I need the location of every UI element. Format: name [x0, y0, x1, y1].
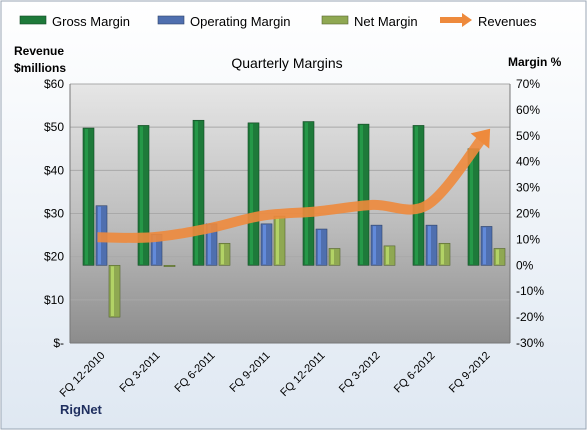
gross-margin-bar	[412, 125, 425, 266]
left-axis-title-line1: Revenue	[14, 44, 64, 58]
operating-margin-bar-highlight	[318, 230, 321, 265]
left-tick-label: $30	[44, 207, 64, 221]
operating-margin-bar-highlight	[208, 224, 211, 265]
left-tick-label: $10	[44, 293, 64, 307]
gross-margin-bar-highlight	[195, 121, 198, 265]
net-margin-bar	[218, 242, 231, 266]
gross-margin-bar-highlight	[305, 122, 308, 265]
operating-margin-bar-highlight	[153, 235, 156, 265]
left-tick-label: $50	[44, 120, 64, 134]
left-tick-label: $-	[53, 336, 64, 350]
right-tick-label: 50%	[516, 129, 540, 143]
right-tick-label: 60%	[516, 103, 540, 117]
net-margin-bar-highlight	[331, 249, 334, 265]
right-axis-title: Margin %	[508, 55, 562, 69]
right-tick-label: 10%	[516, 232, 540, 246]
net-margin-bar	[438, 242, 451, 266]
legend-label-gross-margin: Gross Margin	[52, 14, 130, 29]
right-tick-label: 20%	[516, 207, 540, 221]
gross-margin-bar-highlight	[250, 123, 253, 265]
operating-margin-bar-highlight	[483, 227, 486, 265]
net-margin-bar-highlight	[276, 217, 279, 265]
net-margin-bar	[493, 248, 506, 266]
net-margin-bar-highlight	[496, 249, 499, 265]
gross-margin-bar	[247, 122, 260, 266]
gross-margin-bar-highlight	[415, 126, 418, 265]
left-tick-label: $60	[44, 77, 64, 91]
right-tick-label: 40%	[516, 155, 540, 169]
operating-margin-bar	[315, 228, 328, 266]
legend: Gross Margin Operating Margin Net Margin Re…	[19, 13, 537, 29]
legend-swatch-net-margin	[321, 15, 349, 25]
gross-margin-bar	[302, 121, 315, 266]
net-margin-bar	[273, 215, 286, 266]
net-margin-bar	[383, 245, 396, 266]
revenue-line-layer	[97, 128, 491, 243]
gross-margin-bar-highlight	[470, 149, 473, 265]
chart-title: Quarterly Margins	[231, 55, 342, 71]
revenues-line	[97, 134, 487, 243]
gross-margin-bar-highlight	[85, 129, 88, 265]
left-tick-label: $40	[44, 163, 64, 177]
legend-arrow-revenues	[462, 13, 472, 27]
gross-margin-bar	[192, 119, 205, 266]
left-axis-title-line2: $millions	[14, 61, 66, 75]
right-tick-label: -10%	[516, 284, 544, 298]
operating-margin-bar	[260, 223, 273, 266]
gross-margin-bar	[82, 127, 95, 266]
legend-swatch-operating-margin	[157, 15, 185, 25]
net-margin-bar	[108, 264, 121, 318]
net-margin-bar	[163, 264, 176, 267]
operating-margin-bar-highlight	[428, 226, 431, 265]
gross-margin-bar-highlight	[140, 126, 143, 265]
operating-margin-bar-highlight	[263, 224, 266, 265]
gross-margin-bar-highlight	[360, 125, 363, 265]
legend-label-operating-margin: Operating Margin	[190, 14, 290, 29]
left-tick-label: $20	[44, 250, 64, 264]
gross-margin-bar	[357, 123, 370, 266]
net-margin-bar-highlight	[221, 244, 224, 265]
legend-label-net-margin: Net Margin	[354, 14, 418, 29]
right-tick-label: 30%	[516, 181, 540, 195]
net-margin-bar-highlight	[111, 266, 114, 317]
operating-margin-bar	[425, 224, 438, 266]
legend-label-revenues: Revenues	[478, 14, 537, 29]
operating-margin-bar-highlight	[373, 226, 376, 265]
gross-margin-bar	[137, 125, 150, 266]
net-margin-bar	[328, 248, 341, 266]
gross-margin-bar	[467, 148, 480, 266]
right-tick-label: 70%	[516, 77, 540, 91]
net-margin-bar-highlight	[441, 244, 444, 265]
right-tick-label: 0%	[516, 258, 534, 272]
right-tick-label: -30%	[516, 336, 544, 350]
legend-swatch-gross-margin	[19, 15, 47, 25]
net-margin-bar-highlight	[386, 246, 389, 265]
right-tick-label: -20%	[516, 310, 544, 324]
revenues-arrowhead	[470, 128, 491, 149]
operating-margin-bar	[370, 224, 383, 266]
source-label: RigNet	[60, 402, 103, 417]
operating-margin-bar	[480, 226, 493, 266]
